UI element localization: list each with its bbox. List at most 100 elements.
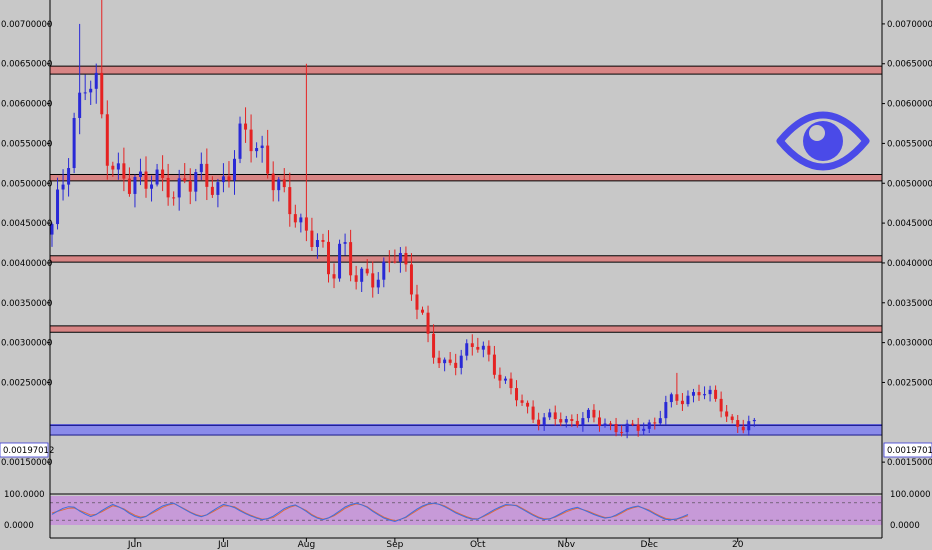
candle-body <box>304 217 308 231</box>
candle-body <box>199 163 203 173</box>
candle-body <box>393 261 397 263</box>
candle-body <box>564 419 568 423</box>
candle-body <box>371 273 375 288</box>
resistance-zone <box>49 325 883 333</box>
candle-body <box>708 389 712 395</box>
candle-body <box>509 378 513 389</box>
candle-body <box>631 423 635 425</box>
candle-body <box>133 176 137 194</box>
candle-body <box>487 345 491 355</box>
candle-body <box>271 173 275 191</box>
candle-body <box>520 400 524 403</box>
current-price-text-right: 0.00197012 <box>887 446 932 456</box>
candle-body <box>642 428 646 431</box>
candle-body <box>437 357 441 364</box>
candle-body <box>266 145 270 174</box>
candle-body <box>614 423 618 433</box>
candle-body <box>89 88 93 93</box>
price-tick-label: 0.00550000 <box>1 139 52 149</box>
candle-body <box>78 92 82 118</box>
candle-body <box>61 184 65 190</box>
candle-body <box>570 419 574 421</box>
candle-body <box>354 275 358 282</box>
osc-tick-label: 100.0000 <box>4 490 45 500</box>
candle-body <box>116 163 120 170</box>
candle-body <box>56 189 60 225</box>
candle-body <box>255 148 259 152</box>
resistance-zone <box>49 173 883 182</box>
candle-body <box>741 426 745 431</box>
current-price-text-left: 0.00197012 <box>3 446 54 456</box>
candle-body <box>100 72 104 115</box>
candle-body <box>747 421 751 431</box>
candle-body <box>647 422 651 429</box>
price-tick-label: 0.00600000 <box>1 100 52 110</box>
price-tick-label: 0.00350000 <box>1 299 52 309</box>
price-tick-label: 0.00700000 <box>887 20 932 30</box>
candle-body <box>537 419 541 426</box>
candle-body <box>172 197 176 199</box>
candle-body <box>465 343 469 356</box>
candle-body <box>221 176 225 183</box>
candle-body <box>244 123 248 130</box>
current-price-label-left: 0.00197012 <box>0 442 54 458</box>
price-tick-label: 0.00450000 <box>1 219 52 229</box>
candle-body <box>548 412 552 418</box>
candle-body <box>714 389 718 399</box>
candle-body <box>177 178 181 198</box>
time-tick-label: Nov <box>558 540 576 550</box>
price-tick-label: 0.00250000 <box>887 378 932 388</box>
candle-body <box>597 417 601 426</box>
candle-body <box>669 394 673 403</box>
candle-body <box>531 406 535 420</box>
candle-body <box>232 158 236 181</box>
time-tick-label: Aug <box>298 540 316 550</box>
candle-body <box>719 398 723 412</box>
time-tick-label: Dec <box>641 540 658 550</box>
oscillator-fill <box>50 496 882 525</box>
candle-body <box>515 388 519 401</box>
candle-body <box>586 409 590 419</box>
candle-body <box>282 179 286 188</box>
time-tick-label: Oct <box>470 540 486 550</box>
price-tick-label: 0.00500000 <box>887 179 932 189</box>
candle-body <box>166 177 170 198</box>
osc-tick-label: 100.0000 <box>890 490 931 500</box>
candle-body <box>387 261 391 263</box>
price-tick-label: 0.00150000 <box>1 458 52 468</box>
price-tick-label: 0.00650000 <box>1 60 52 70</box>
candle-body <box>636 424 640 431</box>
candle-body <box>338 243 342 279</box>
candle-body <box>227 176 231 181</box>
resistance-zone <box>49 65 883 75</box>
candle-body <box>691 392 695 396</box>
candle-body <box>315 240 319 247</box>
time-tick-label: 20 <box>732 540 744 550</box>
current-price-label-right: 0.00197012 <box>883 442 932 458</box>
candle-body <box>138 171 142 177</box>
candle-body <box>332 274 336 279</box>
candle-body <box>697 392 701 396</box>
candle-body <box>625 423 629 433</box>
candle-body <box>498 374 502 381</box>
candle-body <box>376 279 380 288</box>
support-zone <box>49 424 883 436</box>
candle-body <box>680 400 684 405</box>
candle-body <box>155 169 159 185</box>
candle-body <box>299 217 303 223</box>
price-tick-label: 0.00450000 <box>887 219 932 229</box>
eye-icon <box>776 111 870 171</box>
candle-body <box>194 172 198 192</box>
candle-body <box>575 420 579 426</box>
candle-body <box>327 241 330 275</box>
candle-body <box>188 180 192 192</box>
oscillator-panel <box>50 496 882 525</box>
candle-body <box>553 412 557 420</box>
candle-body <box>703 394 707 396</box>
candle-body <box>122 163 126 179</box>
osc-tick-label: 0.0000 <box>890 521 920 531</box>
price-tick-label: 0.00150000 <box>887 458 932 468</box>
candle-body <box>730 416 734 421</box>
